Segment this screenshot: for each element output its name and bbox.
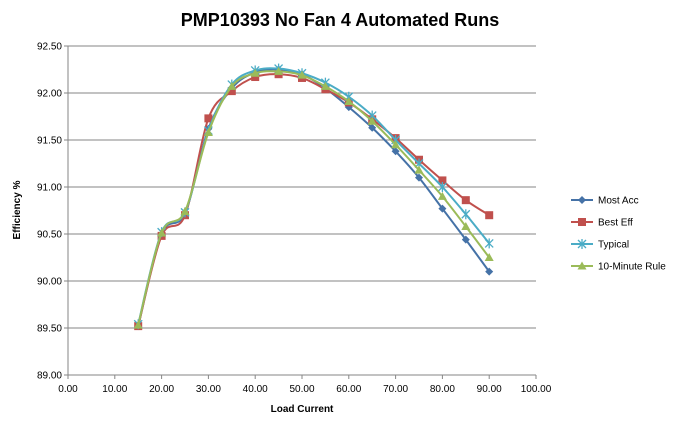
legend-item: Most Acc <box>571 196 639 207</box>
data-point <box>391 147 400 156</box>
legend: Most Acc Best Eff Typical 10-Minute Rule <box>571 196 666 273</box>
y-tick-label: 89.00 <box>37 371 62 382</box>
x-tick-label: 60.00 <box>336 384 361 395</box>
legend-label: Typical <box>598 240 629 251</box>
axes <box>64 45 537 379</box>
series-typical <box>133 63 494 330</box>
data-point <box>461 235 470 244</box>
legend-swatch-marker <box>578 218 586 226</box>
x-tick-label: 70.00 <box>383 384 408 395</box>
x-tick-label: 80.00 <box>430 384 455 395</box>
data-point <box>250 68 260 77</box>
data-point <box>461 209 471 220</box>
legend-item: 10-Minute Rule <box>571 261 666 273</box>
y-tick-label: 91.50 <box>37 136 62 147</box>
data-point <box>157 228 167 237</box>
series-group <box>133 63 494 331</box>
data-point <box>461 196 470 205</box>
data-point <box>415 173 423 182</box>
data-point <box>227 81 237 90</box>
data-point <box>437 182 447 192</box>
data-point <box>180 206 190 215</box>
y-tick-label: 90.00 <box>37 277 62 288</box>
data-point <box>204 114 213 123</box>
data-point <box>438 204 447 213</box>
x-tick-label: 30.00 <box>196 384 221 395</box>
legend-label: Best Eff <box>598 218 633 229</box>
legend-swatch-marker <box>577 239 587 249</box>
data-point <box>251 73 260 82</box>
data-point <box>274 66 284 75</box>
data-point <box>485 211 494 220</box>
legend-label: Most Acc <box>598 196 639 207</box>
grid <box>68 45 536 376</box>
data-point <box>484 238 494 249</box>
legend-label: 10-Minute Rule <box>598 262 666 273</box>
x-axis-label: Load Current <box>271 404 334 415</box>
legend-swatch-marker <box>578 196 586 204</box>
y-tick-label: 92.50 <box>37 42 62 53</box>
legend-swatch-marker <box>577 261 587 270</box>
data-point <box>227 87 236 96</box>
y-tick-label: 89.50 <box>37 324 62 335</box>
data-point <box>368 123 377 132</box>
data-point <box>203 127 213 136</box>
data-point <box>485 267 494 276</box>
y-tick-label: 92.00 <box>37 89 62 100</box>
data-point <box>391 140 401 149</box>
x-tick-label: 100.00 <box>521 384 552 395</box>
series-line <box>137 70 490 326</box>
data-point <box>414 165 424 174</box>
x-tick-label: 0.00 <box>58 384 78 395</box>
data-point <box>320 81 330 90</box>
legend-item: Typical <box>571 239 629 251</box>
y-tick-label: 91.00 <box>37 183 62 194</box>
data-point <box>461 221 471 230</box>
data-point <box>484 253 494 261</box>
x-tick-label: 10.00 <box>102 384 127 395</box>
x-tick-label: 20.00 <box>149 384 174 395</box>
x-axis-ticks: 0.00 10.00 20.00 30.00 40.00 50.00 60.00 70.00 8… <box>58 384 551 395</box>
x-tick-label: 90.00 <box>477 384 502 395</box>
data-point <box>133 320 143 329</box>
y-axis-ticks: 89.00 89.50 90.00 90.50 91.00 91.50 92.00 92.50 <box>37 42 62 382</box>
series-best-eff <box>134 70 494 331</box>
y-axis-label: Efficiency % <box>12 180 23 239</box>
x-tick-label: 40.00 <box>243 384 268 395</box>
legend-item: Best Eff <box>571 218 633 229</box>
data-point <box>297 70 307 79</box>
data-point <box>344 96 354 105</box>
series-10-minute-rule <box>133 66 494 329</box>
chart-title: PMP10393 No Fan 4 Automated Runs <box>181 10 499 30</box>
data-point <box>438 176 447 185</box>
x-tick-label: 50.00 <box>289 384 314 395</box>
data-point <box>437 191 447 200</box>
data-point <box>367 116 377 125</box>
y-tick-label: 90.50 <box>37 230 62 241</box>
